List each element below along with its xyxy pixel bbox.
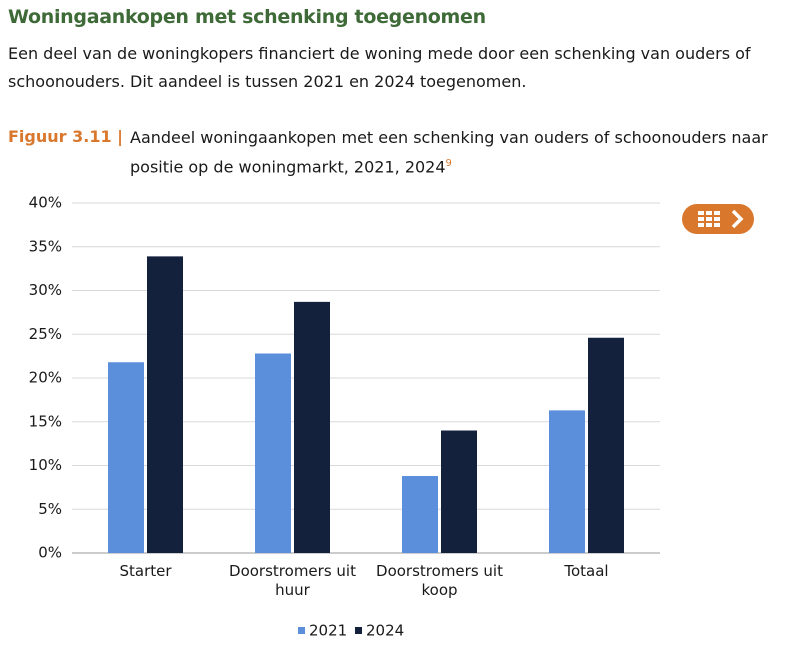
y-tick-label: 40% — [29, 194, 62, 212]
legend-label: 2021 — [309, 622, 347, 640]
bar — [147, 256, 183, 553]
x-tick-label: Doorstromers uit huur — [229, 562, 356, 599]
bar — [294, 301, 330, 553]
y-tick-label: 20% — [29, 369, 62, 387]
x-tick-label: Totaal — [564, 562, 609, 580]
x-tick-label: Doorstromers uit koop — [376, 562, 503, 599]
section-title: Woningaankopen met schenking toegenomen — [8, 6, 486, 28]
y-tick-label: 10% — [29, 456, 62, 474]
table-button[interactable] — [682, 204, 754, 234]
bar — [255, 353, 291, 553]
caption-text: Aandeel woningaankopen met een schenking… — [130, 128, 768, 177]
bar — [549, 410, 585, 553]
y-tick-label: 25% — [29, 325, 62, 343]
note-ref: 9 — [445, 158, 452, 169]
x-tick-label: Starter — [119, 562, 172, 580]
legend-label: 2024 — [366, 622, 404, 640]
figure-caption: Aandeel woningaankopen met een schenking… — [130, 125, 780, 180]
bar — [402, 476, 438, 553]
legend-swatch — [355, 627, 362, 634]
intro-text: Een deel van de woningkopers financiert … — [8, 44, 751, 91]
y-tick-label: 30% — [29, 281, 62, 299]
legend-swatch — [298, 627, 305, 634]
figure-label: Figuur 3.11 | — [8, 127, 123, 146]
y-tick-label: 15% — [29, 412, 62, 430]
bar — [108, 362, 144, 553]
y-tick-label: 5% — [38, 500, 62, 518]
bar — [588, 337, 624, 553]
y-tick-label: 0% — [38, 544, 62, 562]
y-tick-label: 35% — [29, 237, 62, 255]
bar — [441, 430, 477, 553]
